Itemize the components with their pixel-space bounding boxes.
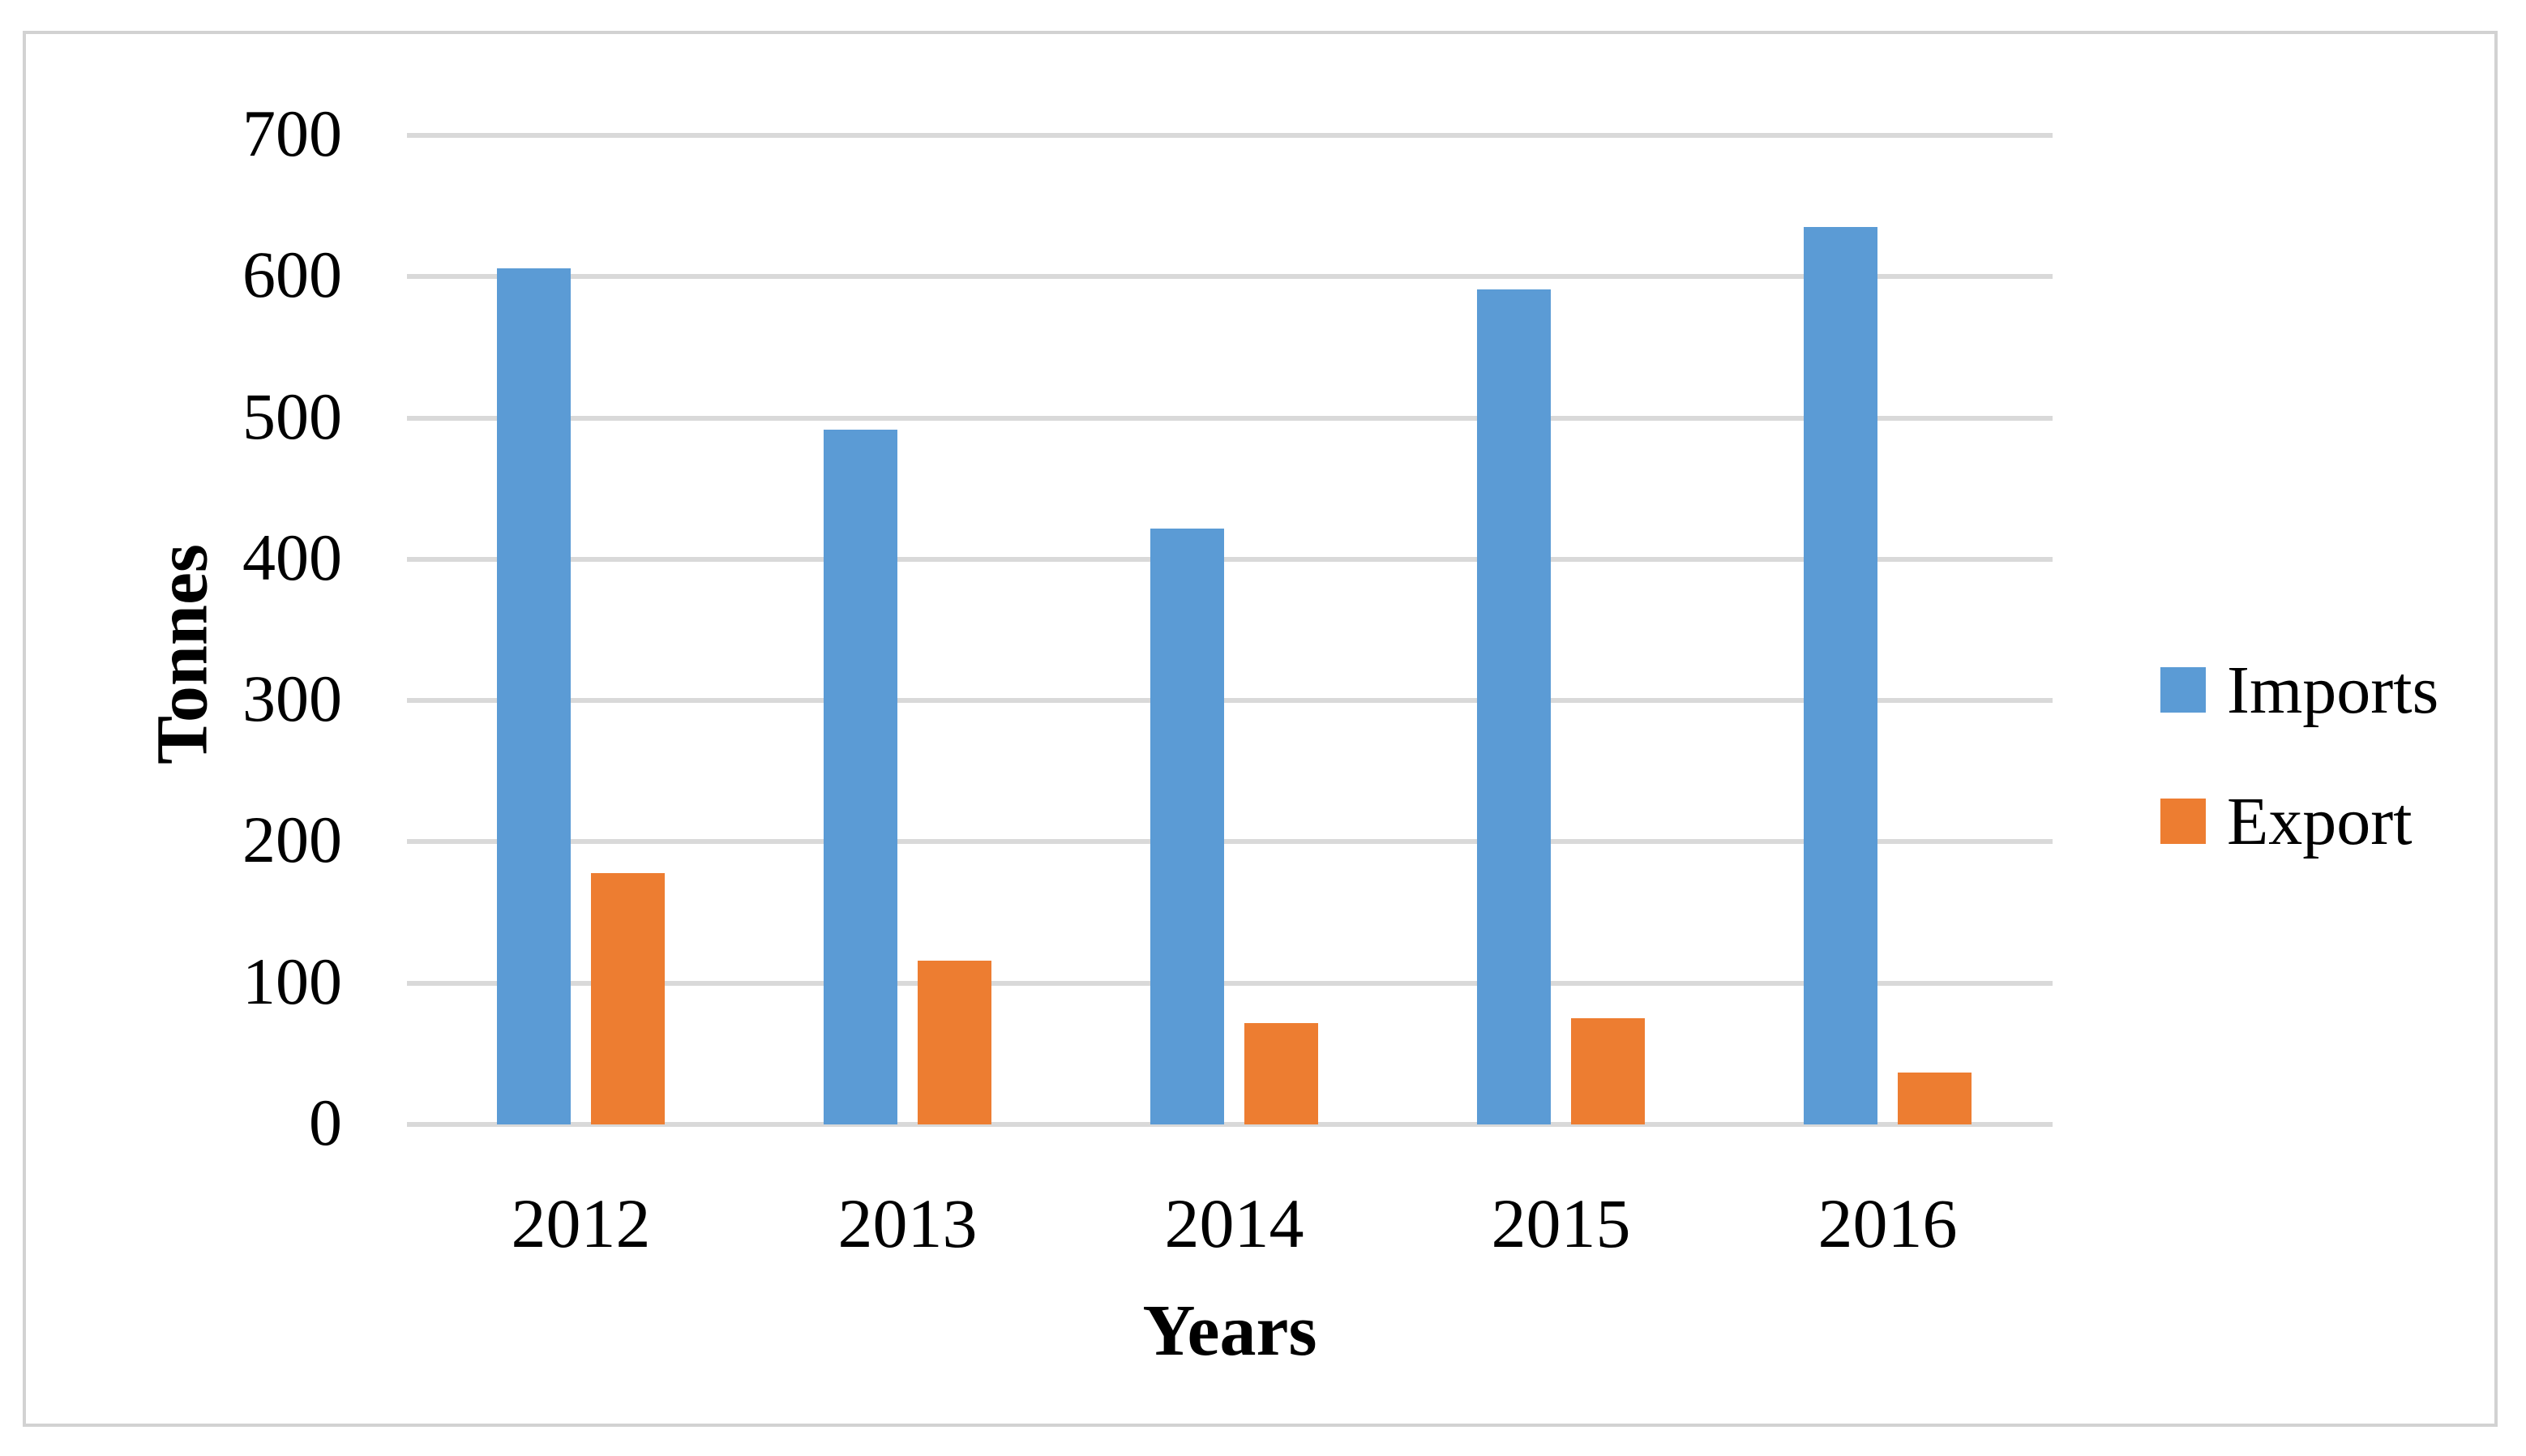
bar-imports-2013 xyxy=(824,429,897,1124)
y-tick-label-700: 700 xyxy=(242,96,342,171)
x-axis-title: Years xyxy=(1142,1291,1317,1371)
bar-export-2015 xyxy=(1571,1018,1645,1124)
gridline-100 xyxy=(407,980,2053,986)
y-tick-label-300: 300 xyxy=(242,662,342,736)
bar-imports-2012 xyxy=(497,268,571,1124)
bar-imports-2015 xyxy=(1477,289,1551,1124)
legend: Imports Export xyxy=(2160,647,2438,864)
gridline-0 xyxy=(407,1122,2053,1127)
legend-label-imports: Imports xyxy=(2227,652,2439,728)
legend-item-imports: Imports xyxy=(2160,647,2438,733)
gridline-600 xyxy=(407,274,2053,280)
bar-imports-2016 xyxy=(1804,227,1877,1124)
legend-label-export: Export xyxy=(2227,783,2413,859)
x-tick-label-2012: 2012 xyxy=(511,1184,651,1262)
y-tick-label-0: 0 xyxy=(309,1086,342,1160)
x-tick-label-2013: 2013 xyxy=(837,1184,978,1262)
bar-imports-2014 xyxy=(1150,528,1224,1124)
plot-area xyxy=(407,133,2053,1127)
bar-export-2012 xyxy=(591,872,665,1124)
gridline-700 xyxy=(407,133,2053,138)
gridline-500 xyxy=(407,415,2053,421)
y-tick-label-400: 400 xyxy=(242,520,342,594)
imports-series-swatch-icon xyxy=(2160,667,2206,713)
y-tick-label-500: 500 xyxy=(242,379,342,453)
x-tick-label-2014: 2014 xyxy=(1164,1184,1304,1262)
y-tick-label-100: 100 xyxy=(242,944,342,1018)
x-tick-label-2015: 2015 xyxy=(1491,1184,1631,1262)
bar-export-2014 xyxy=(1244,1022,1318,1124)
gridline-400 xyxy=(407,556,2053,562)
gridline-300 xyxy=(407,698,2053,704)
gridline-200 xyxy=(407,839,2053,845)
y-tick-label-200: 200 xyxy=(242,803,342,877)
bar-export-2016 xyxy=(1898,1072,1972,1124)
y-tick-label-600: 600 xyxy=(242,238,342,312)
bar-export-2013 xyxy=(918,960,991,1124)
x-axis-tick-labels: 2012 2013 2014 2015 2016 xyxy=(407,1124,2053,1287)
y-axis-tick-labels: 0 100 200 300 400 500 600 700 xyxy=(26,96,366,1159)
chart-frame: Tonnes 0 100 200 300 400 500 600 700 2012 2013 20… xyxy=(23,31,2498,1427)
legend-item-export: Export xyxy=(2160,778,2438,864)
x-tick-label-2016: 2016 xyxy=(1817,1184,1958,1262)
export-series-swatch-icon xyxy=(2160,799,2206,844)
